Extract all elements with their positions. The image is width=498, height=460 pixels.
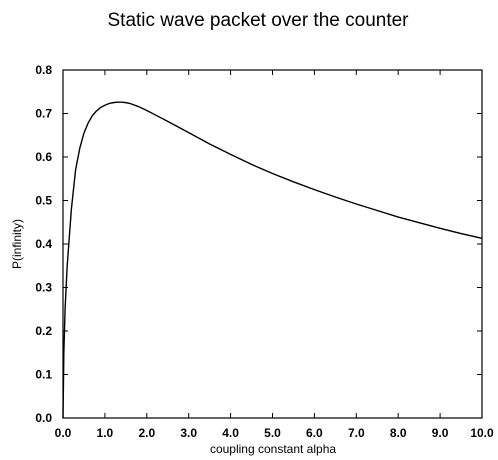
chart-title: Static wave packet over the counter bbox=[108, 10, 410, 31]
y-tick-label: 0.8 bbox=[35, 63, 52, 77]
y-tick-label: 0.5 bbox=[35, 194, 52, 208]
y-tick-label: 0.0 bbox=[35, 411, 52, 425]
series-line bbox=[62, 101, 483, 419]
y-axis-label: P(infinity) bbox=[10, 219, 24, 269]
x-tick-label: 9.0 bbox=[432, 426, 449, 440]
x-tick-label: 1.0 bbox=[97, 426, 114, 440]
x-axis-label: coupling constant alpha bbox=[210, 442, 336, 456]
y-tick-label: 0.6 bbox=[35, 150, 52, 164]
x-tick-label: 2.0 bbox=[138, 426, 155, 440]
x-tick-label: 10.0 bbox=[470, 426, 494, 440]
x-tick-label: 3.0 bbox=[180, 426, 197, 440]
y-tick-label: 0.7 bbox=[35, 107, 52, 121]
plot-frame bbox=[62, 69, 483, 419]
x-tick-label: 4.0 bbox=[222, 426, 239, 440]
y-tick-label: 0.2 bbox=[35, 324, 52, 338]
x-tick-label: 8.0 bbox=[390, 426, 407, 440]
y-tick-label: 0.1 bbox=[35, 368, 52, 382]
x-tick-label: 7.0 bbox=[348, 426, 365, 440]
x-tick-label: 0.0 bbox=[55, 426, 72, 440]
y-axis: 0.0 0.1 0.2 0.3 0.4 0.5 0.6 0.7 0.8 bbox=[35, 63, 482, 425]
y-tick-label: 0.3 bbox=[35, 281, 52, 295]
x-tick-label: 5.0 bbox=[264, 426, 281, 440]
x-tick-label: 6.0 bbox=[306, 426, 323, 440]
x-axis: 0.0 1.0 2.0 3.0 4.0 5.0 6.0 7.0 8.0 9.0 10.0 bbox=[55, 70, 494, 440]
y-tick-label: 0.4 bbox=[35, 237, 52, 251]
